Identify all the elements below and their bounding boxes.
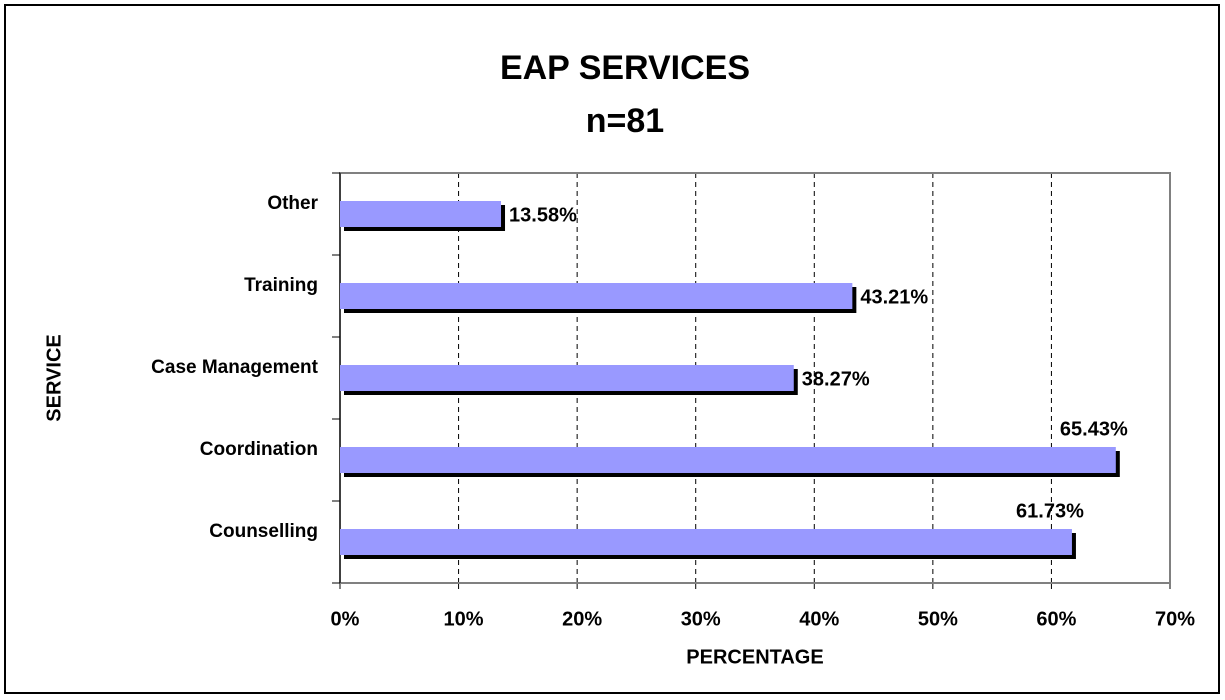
data-label: 13.58% bbox=[509, 204, 577, 226]
data-label: 65.43% bbox=[1060, 418, 1128, 440]
x-tick-label: 50% bbox=[918, 608, 958, 630]
x-axis-label: PERCENTAGE bbox=[686, 646, 823, 668]
x-tick-label: 20% bbox=[562, 608, 602, 630]
data-label: 61.73% bbox=[1016, 500, 1084, 522]
y-tick-label: Other bbox=[267, 193, 318, 214]
x-tick-label: 40% bbox=[799, 608, 839, 630]
bar bbox=[340, 365, 794, 391]
chart-subtitle: n=81 bbox=[586, 102, 664, 140]
bar bbox=[340, 529, 1072, 555]
x-tick-label: 30% bbox=[681, 608, 721, 630]
chart-border bbox=[4, 4, 1220, 694]
bar bbox=[340, 447, 1116, 473]
data-label: 38.27% bbox=[802, 368, 870, 390]
y-tick-label: Counselling bbox=[209, 521, 318, 542]
y-axis-label: SERVICE bbox=[43, 334, 65, 421]
x-tick-label: 10% bbox=[444, 608, 484, 630]
y-tick-label: Training bbox=[244, 275, 318, 296]
bar bbox=[340, 283, 853, 309]
x-tick-label: 70% bbox=[1155, 608, 1195, 630]
x-tick-label: 0% bbox=[331, 608, 360, 630]
y-tick-label: Case Management bbox=[151, 357, 319, 378]
bar bbox=[340, 201, 502, 227]
y-tick-label: Coordination bbox=[200, 439, 318, 460]
data-label: 43.21% bbox=[860, 286, 928, 308]
x-tick-label: 60% bbox=[1036, 608, 1076, 630]
chart-title: EAP SERVICES bbox=[500, 49, 750, 87]
